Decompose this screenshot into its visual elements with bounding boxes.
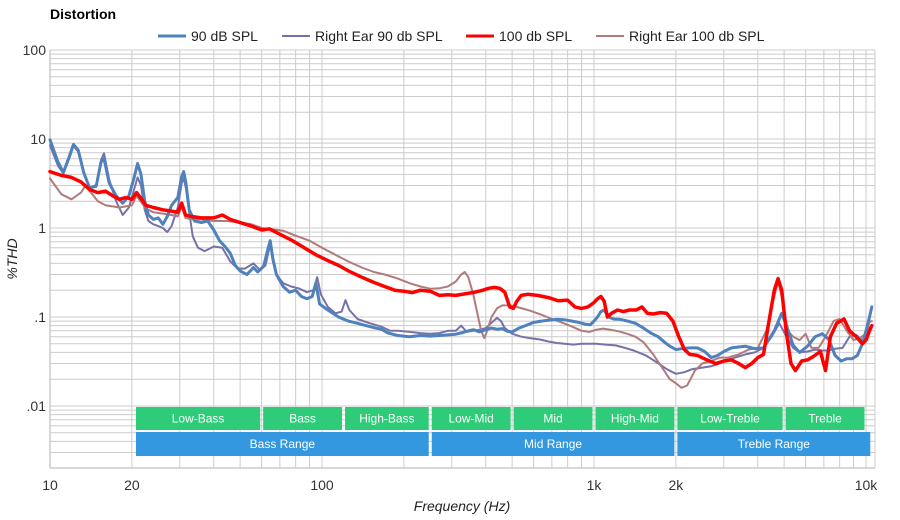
x-tick-label: 1k (587, 477, 603, 493)
band-label: Low-Bass (172, 412, 225, 426)
band-rect (677, 432, 871, 456)
band-detail: Low-Treble (677, 407, 783, 430)
legend-label: 90 dB SPL (191, 28, 258, 44)
series-line-100-db-spl (48, 169, 874, 373)
legend-item[interactable]: Right Ear 90 db SPL (282, 28, 443, 44)
x-tick-label: 10 (42, 477, 58, 493)
y-tick-label: .01 (27, 398, 47, 414)
y-tick-label: .1 (34, 309, 46, 325)
series-line-90-db-spl (48, 138, 874, 363)
band-label: Treble Range (738, 437, 811, 451)
band-rect (136, 432, 429, 456)
band-detail: Bass (263, 407, 343, 430)
y-axis-label: %THD (4, 238, 20, 279)
band-label: High-Bass (359, 412, 414, 426)
band-detail: High-Bass (345, 407, 429, 430)
band-rect (136, 407, 261, 430)
band-label: Bass (289, 412, 316, 426)
x-tick-label: 10k (855, 477, 879, 493)
legend-label: Right Ear 90 db SPL (315, 28, 443, 44)
band-label: Treble (808, 412, 842, 426)
band-label: Low-Mid (449, 412, 494, 426)
legend-item[interactable]: Right Ear 100 db SPL (596, 28, 765, 44)
band-rect (677, 407, 783, 430)
y-tick-label: 1 (38, 220, 46, 236)
chart-title: Distortion (50, 6, 116, 22)
band-detail: Low-Mid (431, 407, 511, 430)
band-range: Treble Range (677, 432, 871, 456)
x-axis-ticks: 10 20 100 1k 2k 10k (42, 477, 878, 493)
x-tick-label: 2k (668, 477, 684, 493)
band-label: High-Mid (611, 412, 659, 426)
band-rect (595, 407, 675, 430)
series-line-right-ear-90-db-spl (49, 144, 873, 375)
legend-label: 100 db SPL (499, 28, 572, 44)
band-detail: High-Mid (595, 407, 675, 430)
band-detail: Treble (785, 407, 865, 430)
legend-label: Right Ear 100 db SPL (629, 28, 765, 44)
band-rect (513, 407, 593, 430)
band-detail: Mid (513, 407, 593, 430)
band-label: Mid (543, 412, 562, 426)
y-tick-label: 100 (23, 42, 47, 58)
band-label: Mid Range (524, 437, 582, 451)
band-label: Low-Treble (700, 412, 760, 426)
band-detail: Low-Bass (136, 407, 261, 430)
band-rect (431, 407, 511, 430)
y-axis-ticks: 100 10 1 .1 .01 (23, 42, 47, 414)
band-range: Bass Range (136, 432, 429, 456)
band-rect (431, 432, 675, 456)
x-tick-label: 20 (124, 477, 140, 493)
band-label: Bass Range (250, 437, 316, 451)
band-rect (263, 407, 343, 430)
grid (49, 49, 876, 469)
frequency-bands: Low-Bass Bass High-Bass Low-Mid Mid High-Mid L… (136, 407, 871, 456)
y-tick-label: 10 (30, 131, 46, 147)
legend: 90 dB SPL Right Ear 90 db SPL 100 db SPL Ri… (158, 28, 765, 44)
x-tick-label: 100 (310, 477, 334, 493)
band-rect (785, 407, 865, 430)
legend-item[interactable]: 90 dB SPL (158, 28, 258, 44)
series-group (48, 138, 874, 389)
band-rect (345, 407, 429, 430)
band-range: Mid Range (431, 432, 675, 456)
x-axis-label: Frequency (Hz) (414, 498, 510, 514)
legend-item[interactable]: 100 db SPL (466, 28, 572, 44)
